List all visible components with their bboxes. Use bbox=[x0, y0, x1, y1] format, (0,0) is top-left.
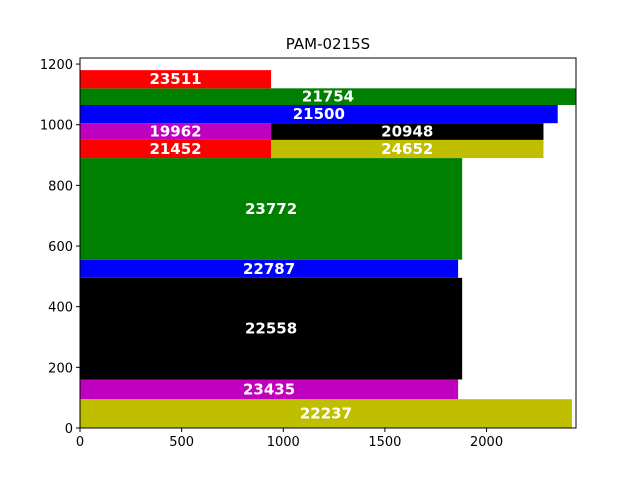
bar-21500 bbox=[80, 105, 558, 124]
bar-23435 bbox=[80, 379, 459, 400]
plot-frame bbox=[79, 57, 577, 429]
bar-21452 bbox=[80, 139, 272, 159]
bar-label-22237: 22237 bbox=[300, 405, 352, 423]
chart-title: PAM-0215S bbox=[286, 35, 370, 53]
bars-layer: 22237 23435 22558 22787 23772 21452 24652 19962… bbox=[80, 70, 576, 428]
bar-label-23511: 23511 bbox=[149, 70, 201, 88]
y-tick-label: 1000 bbox=[40, 119, 73, 134]
bar-label-19962: 19962 bbox=[149, 123, 201, 141]
bar-22237 bbox=[80, 399, 572, 428]
bar-23511 bbox=[80, 70, 272, 89]
axes-layer: 0 500 1000 1500 2000 0 200 400 600 800 1000 1200 bbox=[40, 57, 577, 450]
bar-label-21754: 21754 bbox=[302, 88, 354, 106]
bar-label-23772: 23772 bbox=[245, 200, 297, 218]
bar-24652 bbox=[271, 139, 544, 159]
bar-label-21452: 21452 bbox=[149, 140, 201, 158]
bar-19962 bbox=[80, 123, 272, 140]
y-tick-label: 200 bbox=[48, 361, 73, 376]
x-tick-label: 1000 bbox=[267, 435, 300, 450]
bar-20948 bbox=[271, 123, 544, 140]
bar-label-24652: 24652 bbox=[381, 140, 433, 158]
x-tick-label: 0 bbox=[76, 435, 84, 450]
bar-label-21500: 21500 bbox=[293, 105, 345, 123]
bar-21754 bbox=[80, 88, 576, 106]
y-tick-label: 400 bbox=[48, 301, 73, 316]
y-tick-label: 800 bbox=[48, 179, 73, 194]
y-tick-label: 1200 bbox=[40, 58, 73, 73]
y-tick-label: 600 bbox=[48, 240, 73, 255]
y-tick-label: 0 bbox=[65, 422, 73, 437]
bar-label-23435: 23435 bbox=[243, 380, 295, 398]
bar-23772 bbox=[80, 158, 463, 260]
x-tick-label: 2000 bbox=[470, 435, 503, 450]
x-tick-label: 1500 bbox=[368, 435, 401, 450]
x-tick-label: 500 bbox=[169, 435, 194, 450]
bar-22787 bbox=[80, 259, 459, 278]
bar-label-22787: 22787 bbox=[243, 260, 295, 278]
bar-22558 bbox=[80, 277, 463, 380]
bar-label-22558: 22558 bbox=[245, 320, 297, 338]
bar-label-20948: 20948 bbox=[381, 123, 433, 141]
